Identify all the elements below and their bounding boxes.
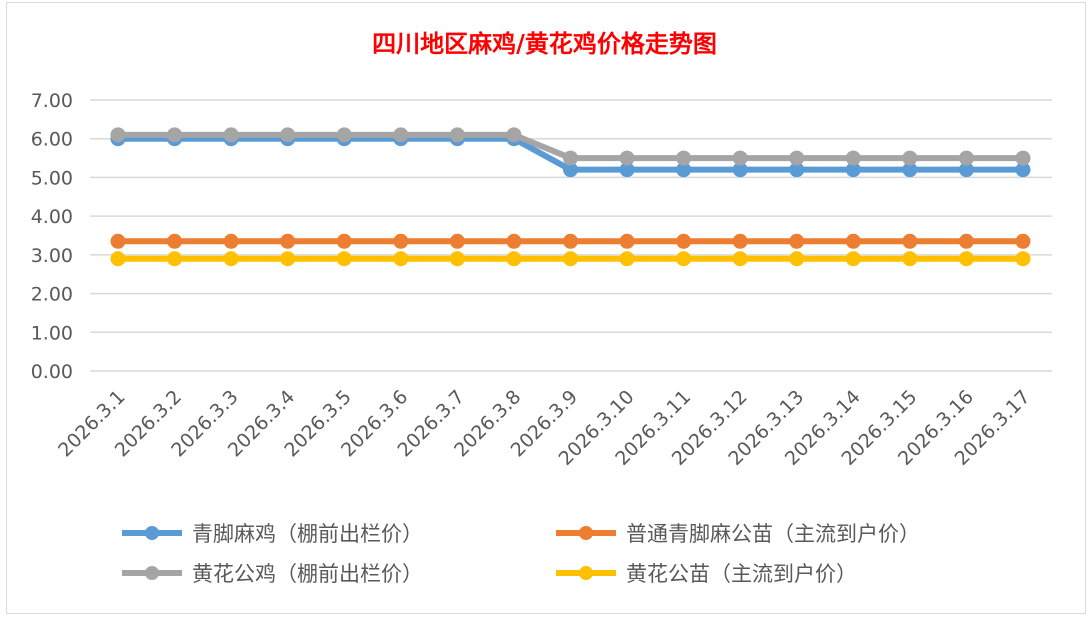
data-point	[449, 251, 465, 267]
legend-label: 黄花公苗（主流到户价）	[626, 562, 857, 586]
data-point	[958, 233, 974, 249]
legend-item-2: 黄花公鸡（棚前出栏价）	[120, 558, 423, 588]
data-point	[393, 251, 409, 267]
y-tick-label: 2.00	[31, 284, 73, 306]
data-point	[110, 251, 126, 267]
data-point	[958, 251, 974, 267]
y-tick-label: 1.00	[31, 322, 73, 344]
data-point	[563, 251, 578, 267]
data-point	[676, 251, 692, 267]
y-tick-label: 4.00	[31, 206, 73, 228]
data-point	[110, 127, 126, 143]
data-point	[789, 233, 805, 249]
data-point	[902, 251, 918, 267]
data-point	[563, 162, 578, 178]
data-point	[506, 127, 522, 143]
data-point	[393, 233, 409, 249]
data-point	[845, 233, 861, 249]
data-point	[506, 251, 522, 267]
legend-item-0: 青脚麻鸡（棚前出栏价）	[120, 518, 423, 548]
data-point	[902, 162, 918, 178]
data-point	[958, 162, 974, 178]
data-point	[619, 233, 635, 249]
data-point	[845, 251, 861, 267]
data-point	[845, 150, 861, 166]
data-point	[336, 233, 352, 249]
legend-marker-icon	[556, 566, 616, 580]
data-point	[732, 251, 748, 267]
legend-label: 普通青脚麻公苗（主流到户价）	[626, 522, 920, 546]
legend-item-3: 黄花公苗（主流到户价）	[554, 558, 857, 588]
data-point	[167, 251, 183, 267]
legend-marker-icon	[122, 566, 182, 580]
data-point	[789, 251, 805, 267]
data-point	[223, 251, 239, 267]
data-point	[958, 150, 974, 166]
legend-label: 青脚麻鸡（棚前出栏价）	[192, 522, 423, 546]
data-point	[1015, 251, 1031, 267]
data-point	[902, 233, 918, 249]
data-point	[732, 150, 748, 166]
y-tick-label: 0.00	[31, 361, 73, 383]
data-point	[845, 162, 861, 178]
legend-item-1: 普通青脚麻公苗（主流到户价）	[554, 518, 920, 548]
data-point	[110, 233, 126, 249]
data-point	[1015, 233, 1031, 249]
data-point	[167, 233, 183, 249]
chart-frame	[6, 2, 1086, 614]
data-point	[393, 127, 409, 143]
data-point	[223, 127, 239, 143]
data-point	[676, 150, 692, 166]
data-point	[789, 162, 805, 178]
data-point	[336, 127, 352, 143]
data-point	[1015, 150, 1031, 166]
data-point	[223, 233, 239, 249]
data-point	[676, 162, 692, 178]
data-point	[280, 127, 296, 143]
data-point	[619, 150, 635, 166]
data-point	[619, 251, 635, 267]
y-tick-label: 5.00	[31, 167, 73, 189]
data-point	[902, 150, 918, 166]
data-point	[449, 233, 465, 249]
y-tick-label: 7.00	[31, 90, 73, 112]
y-tick-label: 3.00	[31, 245, 73, 267]
data-point	[676, 233, 692, 249]
data-point	[789, 150, 805, 166]
chart-title: 四川地区麻鸡/黄花鸡价格走势图	[372, 29, 717, 58]
data-point	[280, 233, 296, 249]
y-tick-label: 6.00	[31, 129, 73, 151]
data-point	[449, 127, 465, 143]
legend-label: 黄花公鸡（棚前出栏价）	[192, 562, 423, 586]
data-point	[619, 162, 635, 178]
data-point	[563, 150, 578, 166]
data-point	[280, 251, 296, 267]
data-point	[1015, 162, 1031, 178]
legend-marker-icon	[122, 526, 182, 540]
legend-marker-icon	[556, 526, 616, 540]
data-point	[732, 233, 748, 249]
data-point	[336, 251, 352, 267]
data-point	[506, 233, 522, 249]
data-point	[563, 233, 578, 249]
data-point	[167, 127, 183, 143]
data-point	[732, 162, 748, 178]
